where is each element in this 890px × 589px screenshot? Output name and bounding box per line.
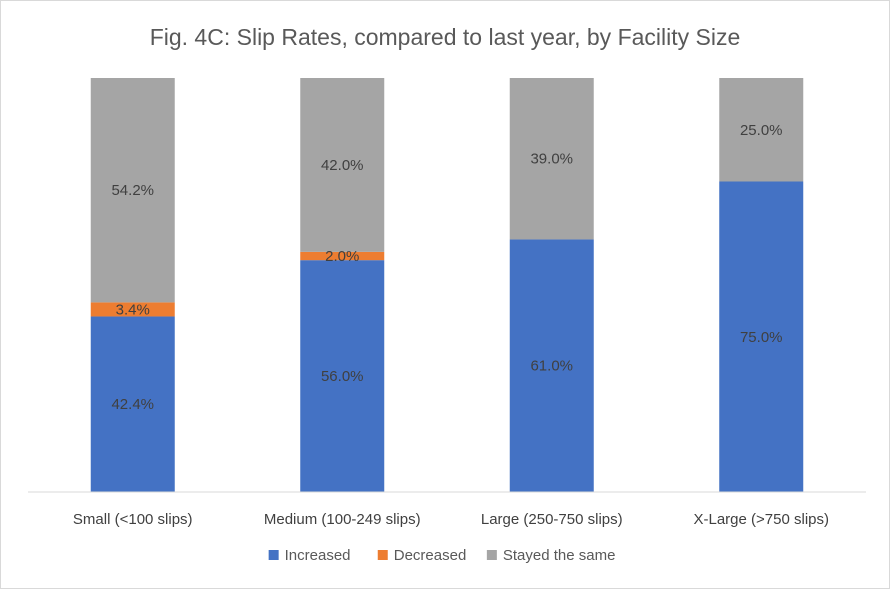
legend-item[interactable]: Decreased	[377, 547, 467, 564]
category-label: Large (250-750 slips)	[481, 511, 623, 528]
data-label: 54.2%	[111, 182, 154, 199]
legend-label: Stayed the same	[503, 547, 616, 564]
bar-segment	[90, 316, 175, 492]
legend-label: Decreased	[394, 547, 467, 564]
legend-swatch	[268, 550, 279, 560]
legend-item[interactable]: Stayed the same	[486, 547, 616, 564]
legend[interactable]: Increased Decreased Stayed the same	[268, 547, 616, 564]
data-label: 61.0%	[530, 358, 573, 375]
data-label: 39.0%	[530, 151, 573, 168]
bar-segment	[509, 78, 594, 240]
category-label: X-Large (>750 slips)	[694, 511, 829, 528]
bar-segment	[719, 181, 804, 492]
data-label: 75.0%	[740, 329, 783, 346]
legend-item[interactable]: Increased	[268, 547, 351, 564]
legend-label: Increased	[285, 547, 351, 564]
data-label: 42.0%	[321, 157, 364, 174]
legend-swatch	[377, 550, 388, 560]
bar-segment	[90, 78, 175, 303]
chart-title: Fig. 4C: Slip Rates, compared to last ye…	[150, 24, 741, 50]
bars-layer	[90, 78, 804, 492]
category-label: Medium (100-249 slips)	[264, 511, 421, 528]
data-labels-layer: 42.4% 3.4% 54.2% 56.0% 2.0% 42.0% 61.0% 39.0% 75…	[111, 122, 782, 413]
bar-segment	[509, 239, 594, 492]
data-label: 2.0%	[325, 248, 359, 265]
legend-swatch	[486, 550, 497, 560]
data-label: 42.4%	[111, 396, 154, 413]
data-label: 56.0%	[321, 368, 364, 385]
category-label: Small (<100 slips)	[73, 511, 193, 528]
data-label: 3.4%	[116, 301, 150, 318]
bar-segment	[300, 78, 385, 252]
category-labels-layer: Small (<100 slips) Medium (100-249 slips)…	[73, 511, 829, 528]
data-label: 25.0%	[740, 122, 783, 139]
bar-segment	[300, 251, 385, 261]
bar-segment	[719, 78, 804, 182]
bar-segment	[90, 302, 175, 317]
bar-segment	[300, 260, 385, 492]
